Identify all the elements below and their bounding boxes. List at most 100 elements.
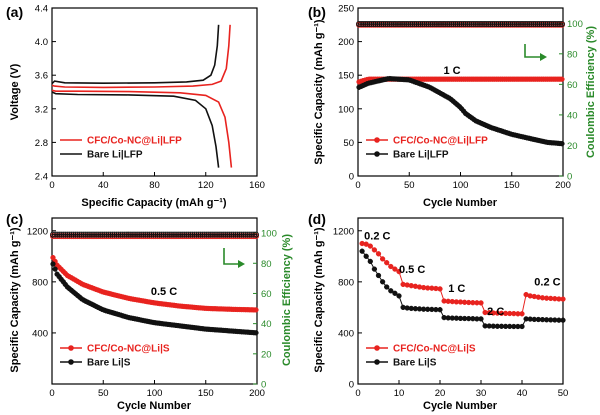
panel-a-ylabel: Voltage (V) <box>9 63 21 120</box>
ce-point <box>170 231 177 238</box>
ce-point <box>95 231 102 238</box>
legend-swatch-marker <box>68 359 74 365</box>
x-tick-label: 160 <box>249 180 265 191</box>
y-tick-label: 1200 <box>333 226 354 237</box>
ce-point <box>64 231 71 238</box>
ce-point <box>425 20 432 27</box>
ce-point <box>203 231 210 238</box>
y-tick-label: 4.4 <box>35 4 48 15</box>
x-tick-label: 0 <box>49 180 54 191</box>
y-tick-label: 1200 <box>27 226 48 237</box>
ce-point <box>370 20 377 27</box>
x-tick-label: 10 <box>394 388 405 399</box>
ce-point <box>101 231 108 238</box>
ce-point <box>423 20 430 27</box>
y-right-tick-label: 20 <box>567 141 578 152</box>
y-tick-label: 0 <box>349 172 354 183</box>
ce-point <box>526 20 533 27</box>
ce-point <box>378 20 385 27</box>
rate-annotation: 1 C <box>448 283 465 295</box>
ce-point <box>238 231 245 238</box>
legend-label: Bare Li|LFP <box>393 150 449 161</box>
ce-point <box>534 20 541 27</box>
capacity-point <box>50 261 56 267</box>
panel-c-green-arrow <box>223 248 245 268</box>
panel-b-green-arrow <box>524 44 547 61</box>
ce-point <box>405 20 412 27</box>
ce-point <box>474 20 481 27</box>
y-right-tick-label: 60 <box>567 80 578 91</box>
ce-point <box>250 231 257 238</box>
ce-point <box>232 231 239 238</box>
legend-label: Bare Li|S <box>393 358 437 369</box>
panel-b-annotation: 1 C <box>443 65 460 77</box>
ce-point <box>107 231 114 238</box>
panel-a-yticks: 2.4 2.8 3.2 3.6 4.0 4.4 <box>35 4 56 183</box>
ce-point <box>76 231 83 238</box>
ce-point <box>460 20 467 27</box>
ce-point <box>154 231 161 238</box>
ce-point <box>230 231 237 238</box>
ce-point <box>52 231 59 238</box>
ce-point <box>388 20 395 27</box>
ce-point <box>454 20 461 27</box>
y-tick-label: 2.4 <box>35 172 48 183</box>
panel-b: (b) Cycle Number Specific Capacity (mAh … <box>308 4 597 210</box>
panel-c-label: (c) <box>6 211 23 227</box>
ce-point <box>228 231 235 238</box>
capacity-point <box>384 260 390 266</box>
ce-point <box>213 231 220 238</box>
ce-point <box>179 231 186 238</box>
ce-point <box>209 231 216 238</box>
ce-point <box>429 20 436 27</box>
panel-a-series <box>51 24 233 168</box>
ce-point <box>91 231 98 238</box>
ce-point <box>483 20 490 27</box>
ce-point <box>433 20 440 27</box>
ce-point <box>134 231 141 238</box>
ce-point <box>131 231 138 238</box>
ce-point <box>413 20 420 27</box>
ce-point <box>195 231 202 238</box>
ce-point <box>478 20 485 27</box>
legend-label: Bare Li|LFP <box>87 150 143 161</box>
rate-annotation: 0.5 C <box>399 264 425 276</box>
ce-point <box>407 20 414 27</box>
y-tick-label: 800 <box>32 277 48 288</box>
ce-point <box>507 20 514 27</box>
ce-point <box>538 20 545 27</box>
x-tick-label: 50 <box>558 388 569 399</box>
ce-point <box>127 231 134 238</box>
ce-point <box>218 231 225 238</box>
ce-point <box>234 231 241 238</box>
ce-point <box>446 20 453 27</box>
ce-point <box>392 20 399 27</box>
panel-a-label: (a) <box>6 4 23 20</box>
ce-point <box>168 231 175 238</box>
ce-point <box>74 231 81 238</box>
ce-point <box>119 231 126 238</box>
ce-point <box>150 231 157 238</box>
ce-point <box>358 20 365 27</box>
legend-label: CFC/Co-NC@Li|S <box>87 344 170 355</box>
capacity-point <box>519 323 525 330</box>
ce-point <box>240 231 247 238</box>
capacity-point <box>392 290 398 296</box>
capacity-point <box>559 141 565 147</box>
legend-swatch-marker <box>374 151 380 157</box>
ce-point <box>224 231 231 238</box>
ce-point <box>364 20 371 27</box>
ce-point <box>462 20 469 27</box>
ce-point <box>152 231 159 238</box>
ce-point <box>199 231 206 238</box>
panel-d: (d) Cycle Number Specific Capacity (mAh … <box>308 211 568 412</box>
ce-point <box>136 231 143 238</box>
capacity-point <box>367 258 373 265</box>
ce-point <box>497 20 504 27</box>
y-right-tick-label: 40 <box>261 319 272 330</box>
ce-point <box>226 231 233 238</box>
y-tick-label: 200 <box>338 37 354 48</box>
y-right-tick-label: 0 <box>261 380 266 391</box>
x-tick-label: 30 <box>476 388 487 399</box>
capacity-point <box>392 266 398 272</box>
